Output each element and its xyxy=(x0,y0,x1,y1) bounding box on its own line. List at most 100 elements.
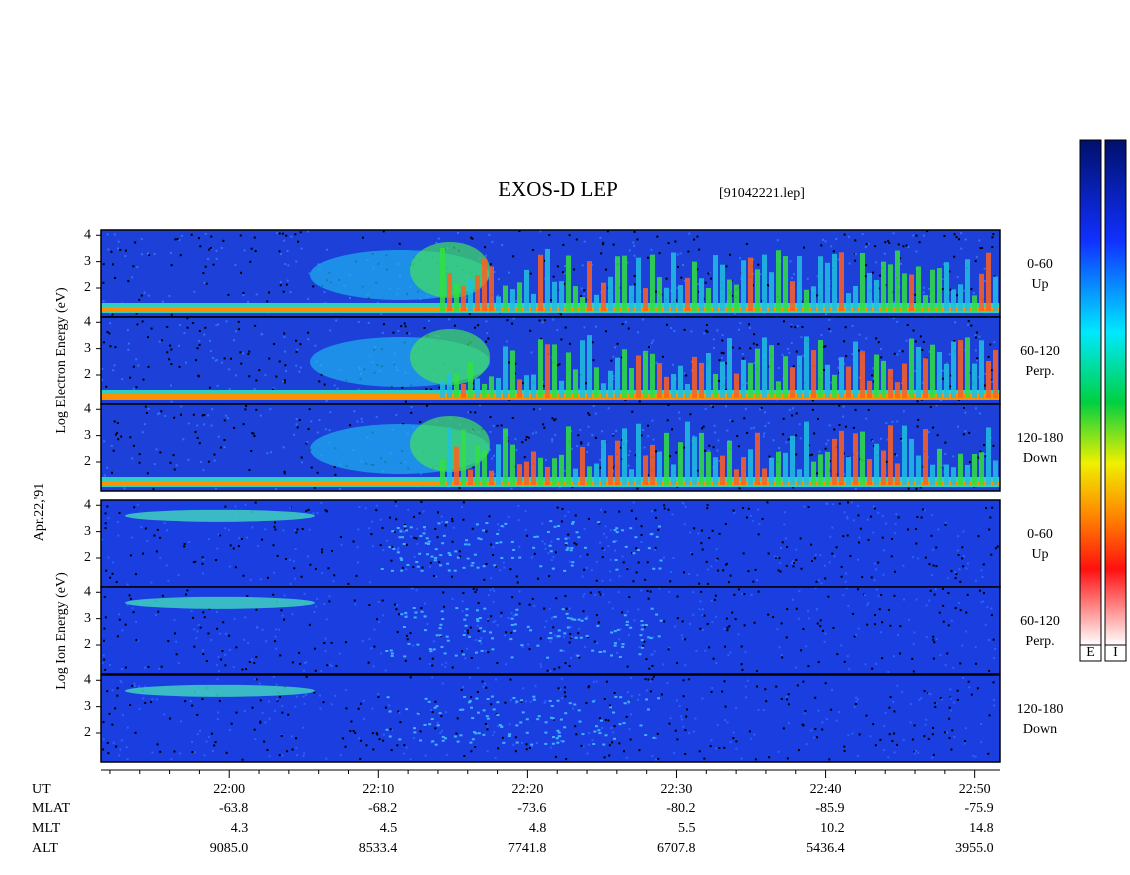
noise xyxy=(568,560,571,563)
noise xyxy=(377,695,380,698)
pitch-label: 60-120 xyxy=(1020,344,1060,359)
speck xyxy=(469,741,473,744)
noise xyxy=(772,616,775,619)
noise xyxy=(253,236,256,239)
y-tick-label: 3 xyxy=(84,254,91,269)
noise xyxy=(861,233,864,236)
noise xyxy=(113,420,116,423)
noise xyxy=(837,366,840,369)
speck xyxy=(438,712,442,715)
speck xyxy=(482,630,486,633)
speck xyxy=(482,529,486,532)
noise xyxy=(150,581,153,584)
noise xyxy=(570,447,573,450)
speck xyxy=(613,529,617,532)
noise xyxy=(413,536,416,539)
noise xyxy=(610,727,613,730)
noise xyxy=(238,328,241,331)
noise xyxy=(974,646,977,649)
noise xyxy=(470,236,473,239)
noise xyxy=(397,329,400,332)
speck xyxy=(496,701,500,704)
noise xyxy=(701,427,704,430)
speck xyxy=(418,552,422,555)
noise xyxy=(196,424,199,427)
noise xyxy=(461,610,464,613)
noise xyxy=(170,363,173,366)
speck xyxy=(438,634,442,637)
noise xyxy=(248,661,251,664)
noise xyxy=(541,522,544,525)
noise xyxy=(976,687,979,690)
noise xyxy=(705,560,708,563)
column xyxy=(671,464,676,485)
noise xyxy=(180,720,183,723)
noise xyxy=(558,666,561,669)
noise xyxy=(582,745,585,748)
noise xyxy=(154,613,157,616)
speck xyxy=(463,618,467,621)
noise xyxy=(318,380,321,383)
noise xyxy=(676,738,679,741)
noise xyxy=(822,629,825,632)
noise xyxy=(373,628,376,631)
noise xyxy=(562,271,565,274)
noise xyxy=(485,340,488,343)
noise xyxy=(682,571,685,574)
noise xyxy=(877,561,880,564)
noise xyxy=(419,421,422,424)
column xyxy=(797,256,802,311)
noise xyxy=(686,708,689,711)
speck xyxy=(489,631,493,634)
noise xyxy=(649,680,652,683)
noise xyxy=(788,351,791,354)
noise xyxy=(937,528,940,531)
speck xyxy=(610,631,614,634)
noise xyxy=(106,331,109,334)
noise xyxy=(708,444,711,447)
noise xyxy=(511,596,514,599)
speck xyxy=(547,637,551,640)
noise xyxy=(321,548,324,551)
speck xyxy=(598,651,602,654)
speck xyxy=(454,654,458,657)
noise xyxy=(894,570,897,573)
noise xyxy=(720,351,723,354)
noise xyxy=(790,562,793,565)
noise xyxy=(594,593,597,596)
noise xyxy=(638,645,641,648)
noise xyxy=(284,262,287,265)
noise xyxy=(586,553,589,556)
noise xyxy=(902,410,905,413)
noise xyxy=(132,611,135,614)
noise xyxy=(136,323,139,326)
noise xyxy=(545,459,548,462)
noise xyxy=(137,364,140,367)
noise xyxy=(382,549,385,552)
noise xyxy=(681,620,684,623)
noise xyxy=(224,505,227,508)
column xyxy=(769,272,774,311)
noise xyxy=(879,738,882,741)
noise xyxy=(657,528,660,531)
noise xyxy=(946,652,949,655)
noise xyxy=(133,506,136,509)
noise xyxy=(963,742,966,745)
noise xyxy=(305,693,308,696)
noise xyxy=(215,559,218,562)
noise xyxy=(830,245,833,248)
noise xyxy=(728,625,731,628)
noise xyxy=(492,621,495,624)
noise xyxy=(141,320,144,323)
noise xyxy=(894,453,897,456)
noise xyxy=(354,731,357,734)
noise xyxy=(599,236,602,239)
noise xyxy=(405,746,408,749)
noise xyxy=(244,408,247,411)
column xyxy=(482,450,487,485)
noise xyxy=(767,422,770,425)
column xyxy=(811,286,816,311)
noise xyxy=(938,611,941,614)
noise xyxy=(867,242,870,245)
speck xyxy=(385,649,389,652)
